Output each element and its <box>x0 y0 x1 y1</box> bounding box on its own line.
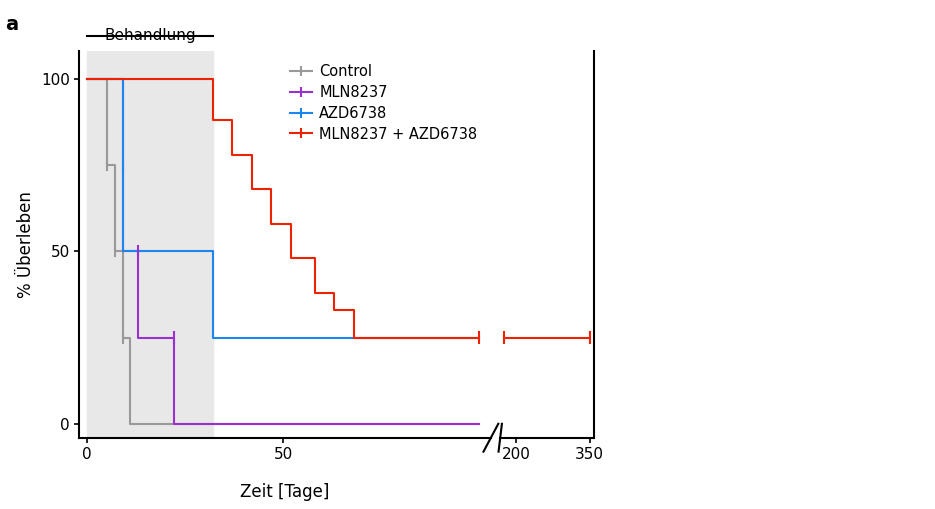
Text: Zeit [Tage]: Zeit [Tage] <box>240 484 330 501</box>
Text: a: a <box>5 15 18 34</box>
Text: Behandlung: Behandlung <box>104 29 195 43</box>
Y-axis label: % Überleben: % Überleben <box>18 191 36 298</box>
Bar <box>87 51 212 438</box>
Legend: Control, MLN8237, AZD6738, MLN8237 + AZD6738: Control, MLN8237, AZD6738, MLN8237 + AZD… <box>284 58 483 148</box>
